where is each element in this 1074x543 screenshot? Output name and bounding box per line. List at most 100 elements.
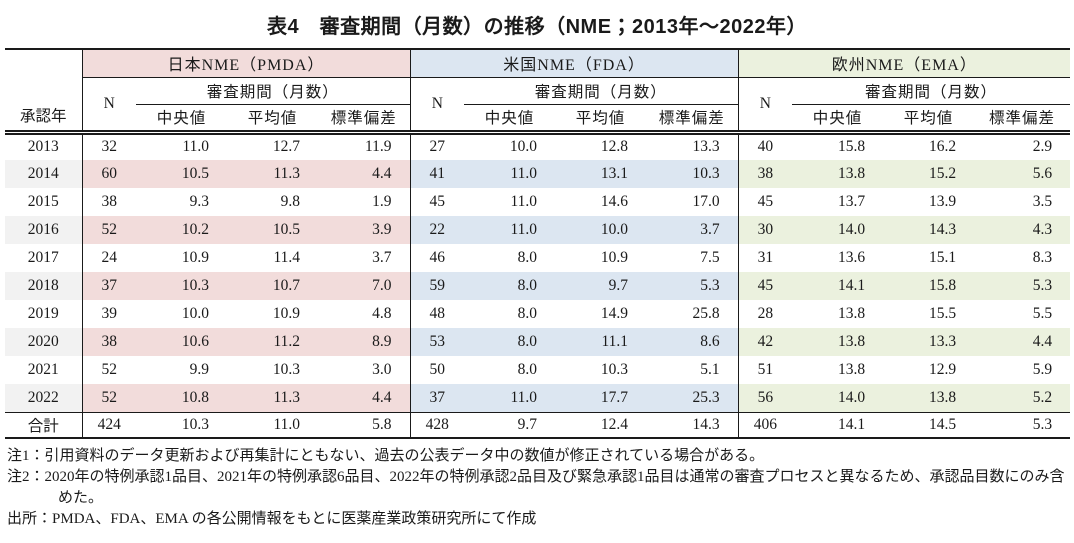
- fda-sd-cell: 5.1: [700, 361, 720, 378]
- group-header-pmda: 日本NME（PMDA）: [81, 49, 411, 78]
- fda-mean-cell: 14.9: [600, 305, 629, 322]
- year-cell: 2018: [5, 272, 82, 300]
- pmda-mean-cell: 9.8: [280, 193, 300, 210]
- fda-sd-cell: 10.3: [646, 160, 739, 188]
- pmda-n-cell: 52: [81, 356, 136, 384]
- ema-median-cell: 13.6: [837, 249, 866, 266]
- ema-mean-cell: 15.5: [928, 305, 957, 322]
- fda-median-cell: 8.0: [464, 328, 556, 356]
- pmda-mean-cell: 11.3: [227, 160, 318, 188]
- review-period-table: 承認年 日本NME（PMDA） 米国NME（FDA） 欧州NME（EMA） N …: [5, 48, 1071, 439]
- pmda-sd-cell: 1.9: [372, 193, 392, 210]
- total-row: 合計 424 10.3 11.0 5.8 428 9.7 12.4 14.3 406 14.1 14.…: [5, 411, 1071, 438]
- ema-sd-cell: 5.3: [974, 272, 1071, 300]
- table-row: 2020 38 10.6 11.2 8.9 53 8.0 11.1 8.6 42 13.8 13.3 4…: [5, 328, 1071, 356]
- pmda-n-cell: 52: [81, 216, 136, 244]
- ema-n-cell: 45: [737, 272, 793, 300]
- year-cell: 2014: [5, 160, 82, 188]
- pmda-median-cell: 9.9: [189, 361, 209, 378]
- table-header: 承認年 日本NME（PMDA） 米国NME（FDA） 欧州NME（EMA） N …: [5, 49, 1071, 135]
- year-cell: 2019: [27, 305, 59, 322]
- mean-header-ema: 平均値: [883, 104, 975, 135]
- ema-median-cell: 13.7: [837, 193, 866, 210]
- source-note-label: 出所：: [7, 511, 53, 527]
- pmda-median-cell: 10.8: [136, 384, 227, 412]
- table-row: 2014 60 10.5 11.3 4.4 41 11.0 13.1 10.3 38 13.8 15.…: [5, 160, 1071, 188]
- fda-n-cell: 59: [409, 272, 465, 300]
- ema-mean-cell: 12.9: [928, 361, 957, 378]
- pmda-n-cell: 32: [81, 132, 136, 160]
- fda-median-cell: 11.0: [510, 193, 538, 210]
- fda-n-cell: 41: [409, 160, 465, 188]
- pmda-n-cell: 424: [81, 411, 136, 438]
- group-header-ema: 欧州NME（EMA）: [737, 49, 1071, 78]
- table-row: 2021 52 9.9 10.3 3.0 50 8.0 10.3 5.1 51 13.8 12.9 5.…: [5, 356, 1070, 384]
- pmda-mean-cell: 10.9: [272, 305, 300, 322]
- pmda-sd-cell: 4.4: [318, 384, 411, 412]
- ema-mean-cell: 13.9: [928, 193, 957, 210]
- mean-header-pmda: 平均値: [227, 104, 318, 135]
- fda-median-cell: 11.0: [464, 384, 556, 412]
- fda-sd-cell: 17.0: [692, 193, 720, 210]
- note-1-label: 注1：: [7, 448, 45, 464]
- ema-n-cell: 40: [737, 132, 793, 160]
- fda-n-cell: 45: [409, 188, 465, 216]
- pmda-sd-cell: 8.9: [318, 328, 411, 356]
- ema-median-cell: 13.8: [837, 305, 866, 322]
- table-row: 2013 32 11.0 12.7 11.9 27 10.0 12.8 13.3 40 15.8 16…: [5, 132, 1070, 160]
- pmda-sd-cell: 7.0: [318, 272, 411, 300]
- table-row: 2022 52 10.8 11.3 4.4 37 11.0 17.7 25.3 56 14.0 13.…: [5, 384, 1071, 412]
- note-1-text: 引用資料のデータ更新および再集計にともない、過去の公表データ中の数値が修正されて…: [44, 448, 765, 464]
- ema-mean-cell: 15.1: [928, 249, 957, 266]
- pmda-median-cell: 11.0: [182, 138, 209, 156]
- ema-sd-cell: 5.9: [1032, 361, 1053, 378]
- median-header-ema: 中央値: [792, 104, 884, 135]
- sd-header-pmda: 標準偏差: [318, 104, 411, 135]
- table-row: 2018 37 10.3 10.7 7.0 59 8.0 9.7 5.3 45 14.1 15.8 5.…: [5, 272, 1071, 300]
- mean-header-fda: 平均値: [555, 104, 647, 135]
- ema-median-cell: 14.1: [792, 411, 884, 438]
- sd-header-fda: 標準偏差: [646, 104, 739, 135]
- year-cell: 2017: [27, 249, 59, 266]
- pmda-n-cell: 38: [81, 188, 136, 216]
- fda-sd-cell: 8.6: [646, 328, 739, 356]
- fda-mean-cell: 17.7: [555, 384, 647, 412]
- ema-sd-cell: 5.6: [974, 160, 1071, 188]
- year-cell: 2020: [5, 328, 82, 356]
- fda-median-cell: 8.0: [517, 249, 538, 266]
- table-row: 2017 24 10.9 11.4 3.7 46 8.0 10.9 7.5 31 13.6 15.1 8…: [5, 244, 1070, 272]
- n-header-fda: N: [409, 77, 465, 135]
- pmda-n-cell: 39: [81, 300, 136, 328]
- fda-mean-cell: 14.6: [600, 193, 629, 210]
- pmda-n-cell: 60: [81, 160, 136, 188]
- ema-n-cell: 42: [737, 328, 793, 356]
- pmda-mean-cell: 11.0: [227, 411, 318, 438]
- median-header-pmda: 中央値: [136, 104, 227, 135]
- period-header-pmda: 審査期間（月数）: [136, 77, 411, 105]
- pmda-sd-cell: 3.0: [372, 361, 392, 378]
- table-row: 2015 38 9.3 9.8 1.9 45 11.0 14.6 17.0 45 13.7 13.9 3…: [5, 188, 1070, 216]
- pmda-median-cell: 10.6: [136, 328, 227, 356]
- pmda-median-cell: 10.3: [136, 272, 227, 300]
- ema-median-cell: 13.8: [792, 160, 884, 188]
- fda-mean-cell: 12.4: [555, 411, 647, 438]
- note-2: 注2：2020年の特例承認1品目、2021年の特例承認6品目、2022年の特例承…: [7, 467, 1068, 509]
- pmda-n-cell: 52: [81, 384, 136, 412]
- period-header-ema: 審査期間（月数）: [792, 77, 1071, 105]
- ema-n-cell: 30: [737, 216, 793, 244]
- fda-median-cell: 11.0: [464, 160, 556, 188]
- ema-median-cell: 14.0: [792, 216, 884, 244]
- fda-mean-cell: 10.3: [600, 361, 629, 378]
- pmda-median-cell: 10.2: [136, 216, 227, 244]
- pmda-sd-cell: 4.4: [318, 160, 411, 188]
- year-cell: 合計: [5, 411, 82, 438]
- table-row: 2016 52 10.2 10.5 3.9 22 11.0 10.0 3.7 30 14.0 14.3…: [5, 216, 1071, 244]
- ema-n-cell: 31: [737, 244, 793, 272]
- source-note-text: PMDA、FDA、EMA の各公開情報をもとに医薬産業政策研究所にて作成: [52, 511, 537, 527]
- ema-sd-cell: 4.3: [974, 216, 1071, 244]
- fda-mean-cell: 9.7: [555, 272, 647, 300]
- ema-n-cell: 45: [737, 188, 793, 216]
- pmda-sd-cell: 4.8: [372, 305, 392, 322]
- ema-median-cell: 14.0: [792, 384, 884, 412]
- pmda-sd-cell: 11.9: [364, 138, 392, 156]
